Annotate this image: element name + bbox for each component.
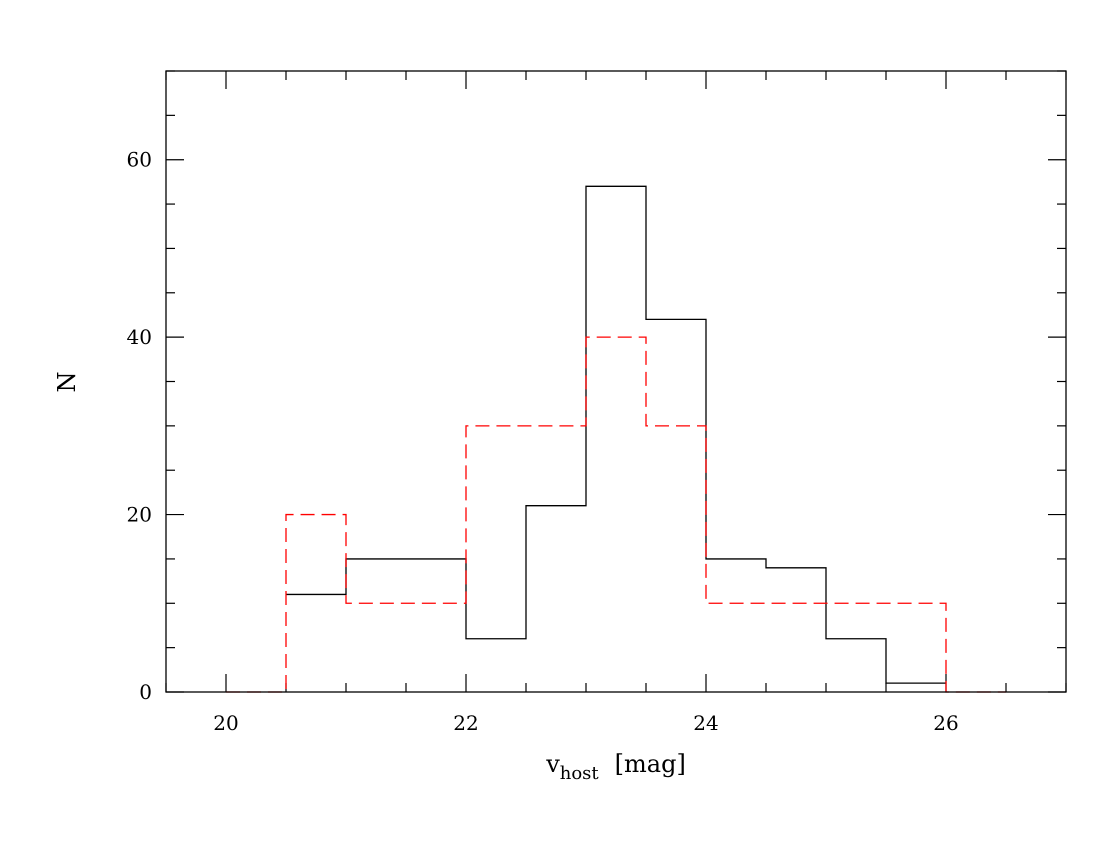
axis-ticks — [165, 70, 1067, 693]
tick-labels: 20 22 24 26 0 20 40 60 — [127, 148, 959, 735]
series-step-line-1-solid — [286, 185, 946, 684]
y-tick-label: 20 — [127, 503, 152, 527]
x-tick-label: 24 — [693, 711, 718, 735]
x-axis-label-subscript: host — [560, 763, 600, 784]
y-tick-label: 40 — [127, 325, 152, 349]
y-tick-label: 60 — [127, 148, 152, 172]
x-axis-label: vhost [mag] — [545, 750, 686, 784]
x-tick-label: 22 — [453, 711, 478, 735]
x-axis-label-main: v — [545, 750, 560, 778]
series-layer — [226, 185, 1006, 693]
series-step-line-2-dashed — [226, 336, 1006, 693]
plot-frame — [165, 70, 1067, 693]
x-tick-label: 26 — [933, 711, 958, 735]
y-tick-label: 0 — [139, 680, 152, 704]
y-axis-label: N — [53, 372, 81, 393]
x-tick-label: 20 — [213, 711, 238, 735]
x-axis-label-unit: [mag] — [615, 750, 686, 778]
